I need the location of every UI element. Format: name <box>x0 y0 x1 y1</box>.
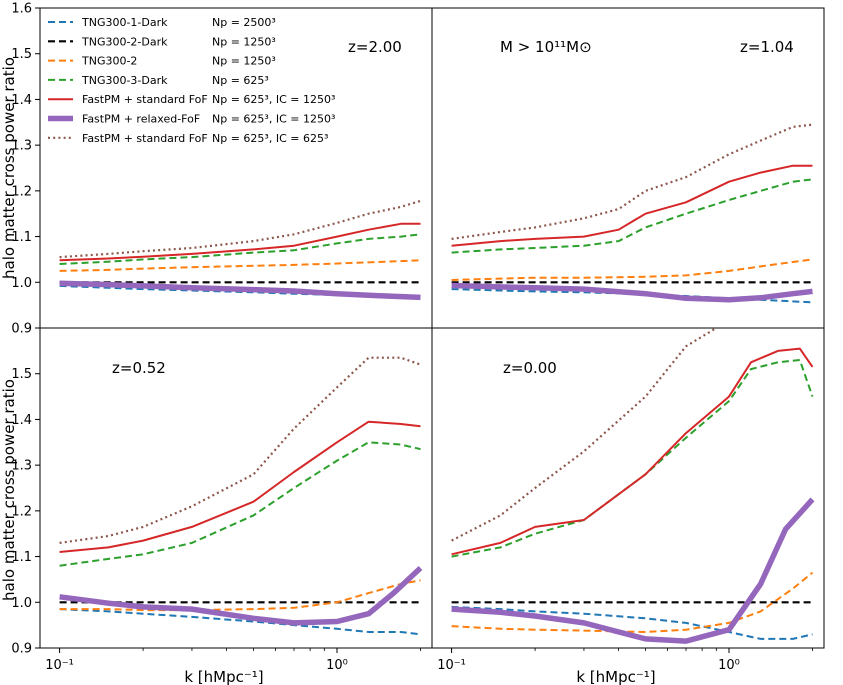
y-tick-label: 1.4 <box>11 413 32 428</box>
x-tick-label: 10⁻¹ <box>437 658 466 673</box>
legend-extra: Np = 625³, IC = 1250³ <box>212 93 335 106</box>
panel-z000-series <box>451 328 815 644</box>
legend-label: TNG300-2 <box>81 55 137 68</box>
annotation-z000-0: z=0.00 <box>503 359 557 377</box>
legend-extra: Np = 625³, IC = 625³ <box>212 132 328 145</box>
y-tick-label: 1.6 <box>11 2 32 17</box>
panel-frame <box>431 327 825 649</box>
y-tick-label: 1.3 <box>11 459 32 474</box>
y-tick-label: 1.4 <box>11 93 32 108</box>
y-tick-label: 0.9 <box>11 322 32 337</box>
series-line-tng300-2 <box>59 259 421 272</box>
panel-frames <box>39 7 825 649</box>
legend: TNG300-1-Dark Np = 2500³ TNG300-2-Dark Np =… <box>48 16 335 145</box>
legend-label: FastPM + standard FoF <box>82 93 208 106</box>
legend-label: TNG300-3-Dark <box>81 74 168 87</box>
legend-label: TNG300-1-Dark <box>81 16 168 29</box>
series-line-tng300-3-dark <box>451 359 814 558</box>
legend-extra: Np = 2500³ <box>212 16 276 29</box>
series-line-tng300-2 <box>451 571 814 633</box>
series-line-fastpm-std-625 <box>59 356 421 544</box>
y-tick-label: 1.3 <box>11 139 32 154</box>
legend-label: FastPM + standard FoF <box>82 132 208 145</box>
axis-labels: halo matter cross power ratio halo matte… <box>0 57 656 685</box>
series-line-fastpm-relaxed <box>59 280 421 301</box>
x-tick-label: 10⁻¹ <box>45 658 74 673</box>
series-line-fastpm-relaxed <box>451 497 815 644</box>
series-line-fastpm-relaxed <box>451 282 813 303</box>
series-line-fastpm-std-1250 <box>451 164 813 247</box>
series-line-tng300-3-dark <box>59 441 421 567</box>
series-line-fastpm-std-625 <box>59 199 421 259</box>
panel-z052-series <box>59 356 423 636</box>
legend-label: FastPM + relaxed-FoF <box>82 113 200 126</box>
y-tick-label: 1.0 <box>11 276 32 291</box>
legend-extra: Np = 1250³ <box>212 55 276 68</box>
annotation-z104-1: M > 10¹¹M⊙ <box>500 38 592 56</box>
y-tick-label: 1.1 <box>11 230 32 245</box>
series-line-tng300-3-dark <box>451 178 813 254</box>
axes: 0.9 1.0 1.1 1.2 1.3 1.4 1.5 1.6 0.9 1.0 1.1 1.2 1.3 1… <box>11 2 813 673</box>
series-line-fastpm-relaxed <box>59 565 423 626</box>
series-line-fastpm-std-625 <box>451 328 717 542</box>
series-line-tng300-3-dark <box>59 233 421 265</box>
legend-extra: Np = 625³, IC = 1250³ <box>212 113 335 126</box>
annotation-z052-0: z=0.52 <box>112 359 166 377</box>
panel-z104-series <box>451 123 813 304</box>
annotation-z200-0: z=2.00 <box>348 38 402 56</box>
series-line-fastpm-std-1250 <box>59 222 421 262</box>
series-line-tng300-2 <box>59 579 421 612</box>
plot-area <box>59 123 815 644</box>
x-tick-label: 10⁰ <box>718 658 740 673</box>
legend-label: TNG300-2-Dark <box>81 35 168 48</box>
series-line-fastpm-std-1250 <box>59 420 421 553</box>
y-tick-label: 1.1 <box>11 550 32 565</box>
y-tick-label: 1.0 <box>11 596 32 611</box>
y-tick-label: 1.5 <box>11 47 32 62</box>
legend-extra: Np = 625³ <box>212 74 269 87</box>
series-line-fastpm-std-1250 <box>451 347 814 556</box>
y-tick-label: 0.9 <box>11 642 32 657</box>
x-axis-label-right: k [hMpc⁻¹] <box>576 668 655 685</box>
panel-z200-series <box>59 199 421 301</box>
series-line-tng300-1-dark <box>451 605 813 640</box>
panel-frame <box>431 7 825 329</box>
y-tick-label: 1.2 <box>11 184 32 199</box>
y-tick-label: 1.5 <box>11 367 32 382</box>
y-axis-label-bottom: halo matter cross power ratio <box>0 379 18 601</box>
x-tick-label: 10⁰ <box>326 658 348 673</box>
y-axis-label-top: halo matter cross power ratio <box>0 57 18 279</box>
annotation-z104-0: z=1.04 <box>740 38 794 56</box>
annotations: z=2.00 z=1.04 M > 10¹¹M⊙ z=0.52 z=0.00 <box>112 38 794 377</box>
x-axis-label-left: k [hMpc⁻¹] <box>184 668 263 685</box>
legend-extra: Np = 1250³ <box>212 35 276 48</box>
series-line-fastpm-std-625 <box>451 123 813 240</box>
series-line-tng300-2 <box>451 258 813 281</box>
y-tick-label: 1.2 <box>11 504 32 519</box>
